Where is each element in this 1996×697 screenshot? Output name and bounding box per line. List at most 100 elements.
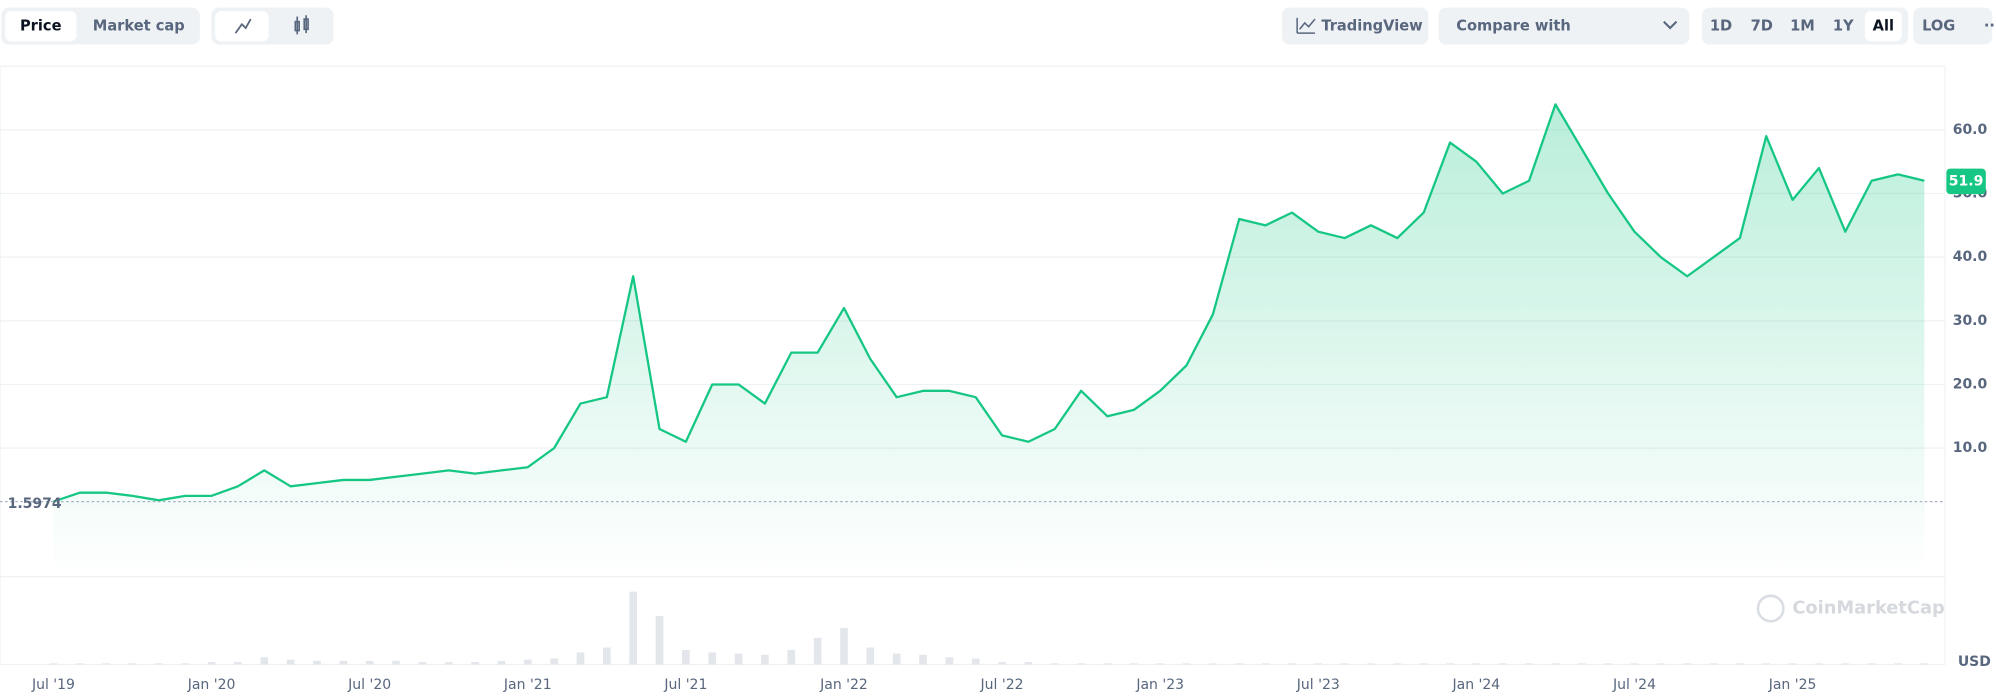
y-tick-label: 40.0 [1953,249,1988,265]
watermark-text: CoinMarketCap [1792,598,1944,619]
volume-bar [1235,663,1244,665]
volume-bar [1920,663,1929,665]
volume-bar [682,649,690,665]
volume-bar [550,658,558,665]
price-area [53,104,1925,576]
volume-bar [1683,663,1691,665]
volume-bar [1841,663,1850,665]
y-tick-label: 60.0 [1953,122,1988,138]
tv-icon [1299,18,1316,30]
x-tick-label: Jul '21 [663,677,707,693]
toolbar: Price Market cap TradingView Compare wit… [1,7,1996,45]
volume-bar [1314,663,1323,665]
current-price-badge [1946,168,1986,195]
volume-bar [945,657,954,665]
x-tick-label: Jan '24 [1452,677,1501,693]
x-tick-label: Jul '19 [31,677,75,693]
volume-bar [1604,663,1612,665]
volume-bar [471,662,479,665]
volume-bar [207,662,216,665]
volume-bar [576,652,585,665]
x-tick-label: Jan '21 [503,677,552,693]
volume-bar [1788,663,1797,665]
y-tick-label: 20.0 [1953,376,1988,392]
volume-bar [1498,663,1507,665]
volume-bar [1288,663,1296,665]
volume-bar [523,659,532,665]
volume-bar [1446,663,1454,665]
volume-bar [260,657,269,665]
range-button[interactable]: 1M [1790,18,1815,35]
tradingview-button[interactable] [1281,7,1429,45]
candle-icon[interactable] [294,15,309,35]
volume-bar [418,662,427,665]
volume-bar [497,660,506,665]
volume-bar [1525,663,1533,665]
volume-bar [1024,662,1033,665]
current-price-label: 51.9 [1949,173,1984,189]
line-type-button[interactable] [215,10,269,42]
volume-bar [1472,663,1481,665]
volume-bar [1815,663,1823,665]
range-button[interactable]: 7D [1751,18,1773,35]
volume-bar [49,663,58,665]
volume-bar [1577,663,1586,665]
log-button[interactable]: LOG [1922,18,1955,35]
volume-bar [813,637,822,665]
volume-bar [1709,663,1718,665]
volume-bar [1340,663,1349,665]
volume-bar [1130,663,1138,665]
volume-bar [1894,663,1902,665]
volume-bar [1103,663,1112,665]
volume-bar [840,628,848,665]
volume-bar [181,663,190,665]
line-icon [234,18,252,34]
tab[interactable]: Price [20,18,62,35]
start-price-label: 1.5974 [8,496,62,512]
volume-bar [392,660,400,665]
y-tick-label: 10.0 [1953,440,1988,456]
tab[interactable]: Market cap [93,18,185,35]
volume-bar [1419,663,1428,665]
volume-bar [787,649,796,665]
range-button[interactable]: 1Y [1833,18,1854,35]
tab-active[interactable] [5,10,77,42]
range-active[interactable] [1864,10,1902,42]
volume-bar [1630,663,1639,665]
volume-bar [444,662,453,665]
range-group [1701,7,1909,45]
unit-label: USD [1958,654,1991,670]
compare-label[interactable]: Compare with [1456,18,1571,35]
volume-bar [339,660,348,665]
compare-select[interactable] [1438,7,1690,45]
volume-bar [998,662,1006,665]
range-button[interactable]: All [1873,18,1894,35]
volume-bar [1261,663,1270,665]
volume-bar [286,659,295,665]
x-tick-label: Jul '20 [347,677,391,693]
volume-bar [234,662,242,665]
volume-bar [1209,663,1217,665]
range-button[interactable]: 1D [1710,18,1732,35]
x-tick-label: Jul '23 [1296,677,1340,693]
volume-bar [734,653,743,665]
volume-bar [1077,663,1085,665]
volume-bar [629,591,637,665]
tradingview-label[interactable]: TradingView [1321,18,1422,35]
x-tick-label: Jul '22 [980,677,1024,693]
x-tick-label: Jan '22 [819,677,868,693]
volume-bar [971,658,980,665]
chevron [1663,20,1678,30]
volume-bar [128,663,137,665]
x-tick-label: Jul '24 [1612,677,1656,693]
x-tick-label: Jan '23 [1135,677,1184,693]
volume-bar [919,654,927,665]
volume-bar [761,654,769,665]
more-button[interactable]: ··· [1984,18,1996,35]
volume-bar [1367,663,1375,665]
volume-bar [365,660,374,665]
log-group [1913,7,1993,45]
watermark: CoinMarketCap [1756,594,1945,623]
y-tick-label: 30.0 [1953,313,1988,329]
volume-bar [1551,663,1560,665]
